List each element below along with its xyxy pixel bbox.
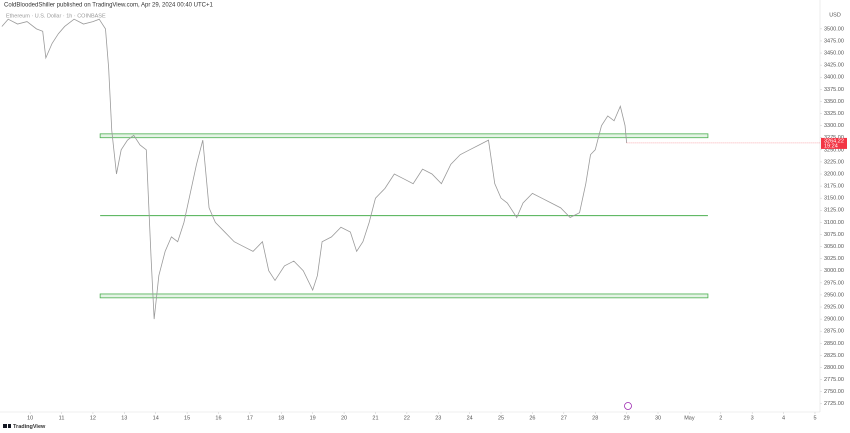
x-tick-label: 17 bbox=[247, 415, 253, 421]
x-tick-label: 11 bbox=[59, 415, 65, 421]
y-tick-label: 3225.00 bbox=[824, 159, 844, 165]
logo: TradingView bbox=[3, 424, 46, 430]
y-tick-label: 3100.00 bbox=[824, 220, 844, 226]
y-tick-label: 3025.00 bbox=[824, 256, 844, 262]
x-tick-label: 20 bbox=[341, 415, 347, 421]
y-tick-label: 3475.00 bbox=[824, 38, 844, 44]
last-price-box bbox=[821, 137, 847, 149]
y-tick-label: 3175.00 bbox=[824, 184, 844, 190]
price-line bbox=[1, 18, 628, 320]
y-tick-label: 3450.00 bbox=[824, 51, 844, 57]
event-marker[interactable] bbox=[624, 402, 632, 410]
x-tick-label: 10 bbox=[27, 415, 33, 421]
x-tick-label: 30 bbox=[655, 415, 661, 421]
y-tick-label: 2775.00 bbox=[824, 377, 844, 383]
x-tick-label: 15 bbox=[184, 415, 190, 421]
x-tick-label: 13 bbox=[121, 415, 127, 421]
zone bbox=[99, 133, 709, 139]
y-tick-label: 3075.00 bbox=[824, 232, 844, 238]
x-tick-label: 25 bbox=[498, 415, 504, 421]
x-tick-label: 19 bbox=[310, 415, 316, 421]
footer: TradingView bbox=[13, 424, 46, 430]
x-tick-label: 16 bbox=[215, 415, 221, 421]
y-tick-label: 2950.00 bbox=[824, 292, 844, 298]
y-tick-label: 2725.00 bbox=[824, 401, 844, 407]
x-tick-label: 29 bbox=[624, 415, 630, 421]
y-tick-label: 2800.00 bbox=[824, 365, 844, 371]
x-tick-label: 14 bbox=[153, 415, 159, 421]
x-tick-label: 12 bbox=[90, 415, 96, 421]
x-tick-label: 23 bbox=[435, 415, 441, 421]
y-tick-label: 2925.00 bbox=[824, 304, 844, 310]
y-tick-label: 2850.00 bbox=[824, 341, 844, 347]
x-tick-label: 22 bbox=[404, 415, 410, 421]
y-tick-label: 2750.00 bbox=[824, 389, 844, 395]
y-tick-label: 3050.00 bbox=[824, 244, 844, 250]
x-tick-label: 4 bbox=[782, 415, 785, 421]
x-tick-label: 21 bbox=[372, 415, 378, 421]
y-tick-label: 3375.00 bbox=[824, 87, 844, 93]
x-tick-label: 26 bbox=[529, 415, 535, 421]
legend: Ethereum · U.S. Dollar · 1h · COINBASE bbox=[6, 13, 106, 19]
x-tick-label: 28 bbox=[592, 415, 598, 421]
y-tick-label: 3425.00 bbox=[824, 63, 844, 69]
x-tick-label: May bbox=[684, 415, 695, 421]
currency: USD bbox=[829, 12, 841, 18]
x-tick-label: 18 bbox=[278, 415, 284, 421]
y-tick-label: 2975.00 bbox=[824, 280, 844, 286]
last-price-label: 3264.22 bbox=[824, 138, 844, 144]
y-tick-label: 3125.00 bbox=[824, 208, 844, 214]
y-tick-label: 3300.00 bbox=[824, 123, 844, 129]
x-tick-label: 27 bbox=[561, 415, 567, 421]
y-tick-label: 2900.00 bbox=[824, 317, 844, 323]
x-tick-label: 3 bbox=[751, 415, 754, 421]
y-tick-label: 3400.00 bbox=[824, 75, 844, 81]
x-tick-label: 2 bbox=[719, 415, 722, 421]
y-tick-label: 3250.00 bbox=[824, 147, 844, 153]
y-tick-label: 3325.00 bbox=[824, 111, 844, 117]
y-tick-label: 2875.00 bbox=[824, 329, 844, 335]
header: ColdBloodedShiller published on TradingV… bbox=[4, 3, 214, 9]
countdown: 19:24 bbox=[824, 143, 838, 149]
y-tick-label: 2825.00 bbox=[824, 353, 844, 359]
y-tick-label: 3200.00 bbox=[824, 171, 844, 177]
y-tick-label: 3500.00 bbox=[824, 26, 844, 32]
y-tick-label: 3150.00 bbox=[824, 196, 844, 202]
y-tick-label: 3000.00 bbox=[824, 268, 844, 274]
x-tick-label: 5 bbox=[813, 415, 816, 421]
zone bbox=[99, 293, 709, 299]
x-tick-label: 24 bbox=[467, 415, 473, 421]
y-tick-label: 3350.00 bbox=[824, 99, 844, 105]
